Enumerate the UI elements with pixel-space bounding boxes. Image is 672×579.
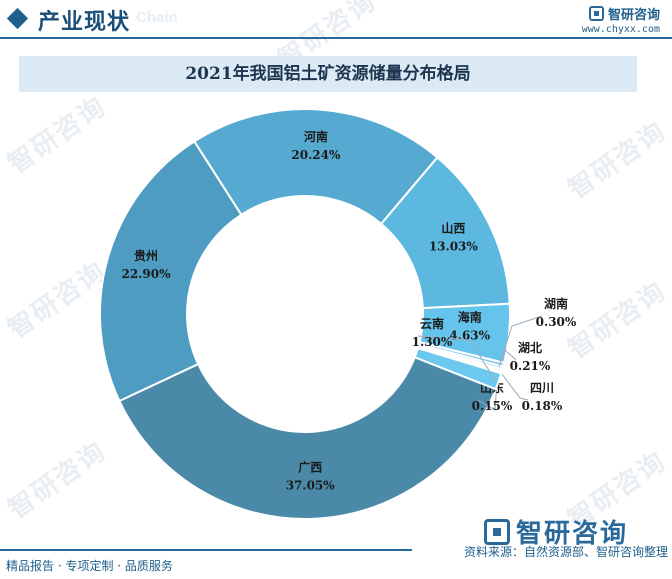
data-label-value: 0.15% bbox=[472, 399, 513, 413]
data-label-value: 20.24% bbox=[291, 148, 341, 162]
chart-title-box: 2021年我国铝土矿资源储量分布格局 bbox=[19, 56, 637, 92]
data-label-name: 河南 bbox=[303, 129, 328, 144]
slice-广西 bbox=[118, 355, 498, 520]
footer-tagline: 精品报告 · 专项定制 · 品质服务 bbox=[6, 559, 173, 573]
brand-logo-icon bbox=[588, 6, 604, 21]
data-label-name: 湖南 bbox=[544, 296, 568, 311]
data-label-value: 37.05% bbox=[286, 478, 336, 492]
data-label-name: 广西 bbox=[298, 459, 322, 474]
section-title: 产业现状 bbox=[38, 10, 131, 35]
data-label-name: 四川 bbox=[530, 381, 554, 395]
footer-divider bbox=[0, 549, 412, 551]
logo-mark-icon bbox=[484, 518, 510, 545]
data-label-value: 1.30% bbox=[412, 335, 453, 349]
header-ghost-text: Chain bbox=[136, 9, 178, 26]
data-label-name: 湖北 bbox=[518, 340, 542, 355]
chart-title: 2021年我国铝土矿资源储量分布格局 bbox=[185, 64, 471, 84]
bottom-logo-text: 智研咨询 bbox=[516, 519, 629, 549]
slice-云南 bbox=[413, 346, 503, 391]
data-label-value: 0.18% bbox=[522, 399, 563, 413]
slice-河南 bbox=[192, 108, 439, 226]
source-note: 资料来源：自然资源部、智研咨询整理 bbox=[463, 545, 668, 559]
data-label-name: 海南 bbox=[458, 310, 482, 325]
slice-贵州 bbox=[99, 140, 243, 403]
brand-url: www.chyxx.com bbox=[581, 24, 660, 35]
leader-line-湖北 bbox=[498, 349, 517, 368]
leader-line-湖南 bbox=[499, 315, 543, 364]
header-divider bbox=[0, 37, 672, 39]
brand: 智研咨询 www.chyxx.com bbox=[582, 4, 660, 35]
data-label-value: 0.30% bbox=[536, 315, 577, 329]
data-label-name: 贵州 bbox=[134, 248, 158, 263]
data-label-value: 0.21% bbox=[510, 359, 551, 373]
brand-name: 智研咨询 bbox=[607, 8, 660, 23]
data-label-value: 22.90% bbox=[122, 267, 172, 281]
header: 产业现状 Chain 智研咨询 www.chyxx.com bbox=[0, 0, 672, 42]
bottom-logo: 智研咨询 bbox=[484, 513, 628, 550]
data-label-name: 云南 bbox=[420, 316, 444, 331]
data-label-name: 山西 bbox=[441, 221, 465, 236]
data-label-value: 13.03% bbox=[429, 240, 479, 254]
leader-line-云南 bbox=[417, 335, 496, 381]
leader-line-四川 bbox=[497, 368, 529, 401]
